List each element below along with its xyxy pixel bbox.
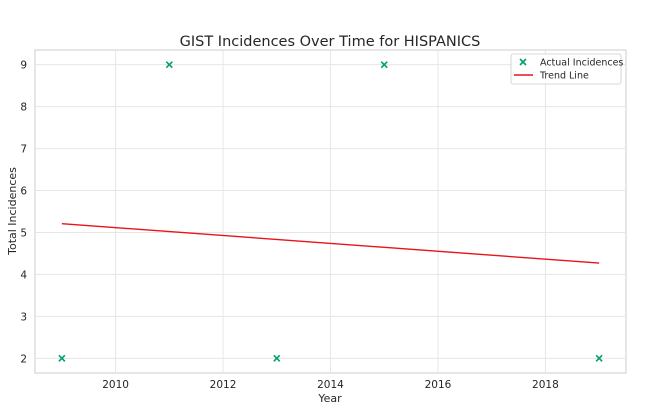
data-point bbox=[273, 354, 281, 362]
legend-label: Actual Incidences bbox=[540, 58, 623, 69]
x-tick-label: 2010 bbox=[102, 379, 129, 391]
x-tick-label: 2016 bbox=[425, 379, 452, 391]
data-point bbox=[58, 354, 66, 362]
data-point bbox=[380, 61, 388, 69]
grid bbox=[35, 50, 626, 373]
legend-marker bbox=[519, 58, 527, 66]
y-axis-label: Total Incidences bbox=[6, 167, 19, 256]
y-tick-label: 8 bbox=[20, 102, 27, 114]
legend: Actual Incidences Trend Line bbox=[510, 53, 623, 85]
trend-line bbox=[61, 222, 600, 264]
legend-item: Actual Incidences bbox=[519, 58, 623, 69]
y-tick-label: 3 bbox=[20, 311, 27, 323]
data-point bbox=[165, 61, 173, 69]
y-axis-ticks: 2 3 4 5 6 7 8 9 bbox=[20, 60, 27, 366]
x-tick-label: 2012 bbox=[210, 379, 237, 391]
x-tick-label: 2014 bbox=[317, 379, 344, 391]
data-point bbox=[595, 354, 603, 362]
x-axis-label: Year bbox=[317, 392, 342, 405]
y-tick-label: 4 bbox=[20, 269, 27, 281]
y-tick-label: 2 bbox=[20, 353, 27, 365]
series-layer bbox=[58, 61, 603, 362]
y-tick-label: 7 bbox=[20, 144, 27, 156]
x-axis-ticks: 2010 2012 2014 2016 2018 bbox=[102, 379, 559, 391]
legend-label: Trend Line bbox=[539, 71, 589, 82]
legend-item: Trend Line bbox=[514, 71, 589, 82]
y-tick-label: 9 bbox=[20, 60, 27, 72]
x-tick-label: 2018 bbox=[532, 379, 559, 391]
y-tick-label: 6 bbox=[20, 186, 27, 198]
legend-box bbox=[510, 53, 622, 85]
chart-title: GIST Incidences Over Time for HISPANICS bbox=[180, 34, 481, 50]
y-tick-label: 5 bbox=[20, 227, 27, 239]
